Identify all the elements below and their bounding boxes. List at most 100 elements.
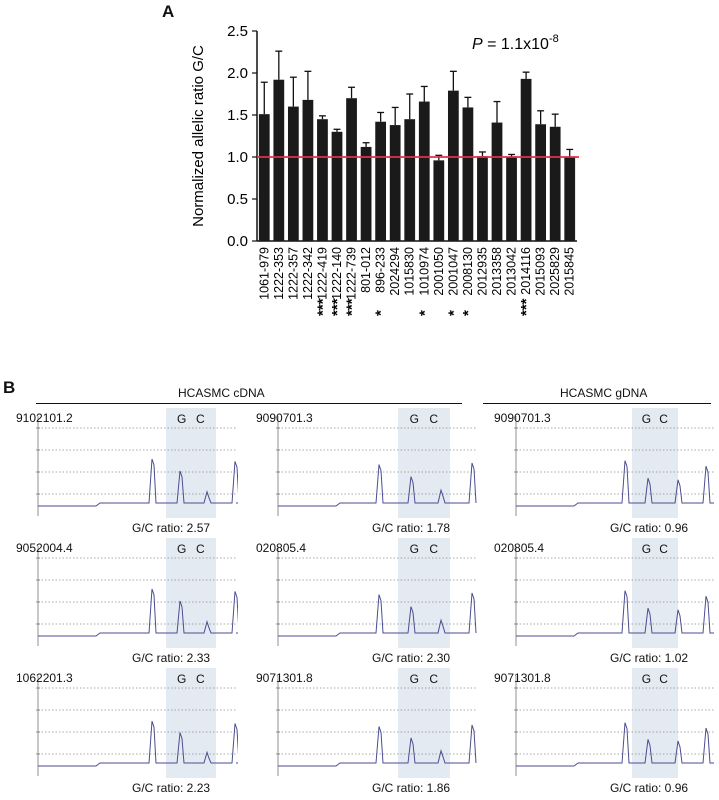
significance-marker: * bbox=[445, 310, 462, 316]
sample-id-label: 9052004.4 bbox=[16, 541, 73, 555]
chromatogram-panel: 9090701.3 G C G/C ratio: 1.78 bbox=[248, 408, 478, 535]
gc-ratio-label: G/C ratio: 2.33 bbox=[132, 651, 211, 665]
chromatogram-trace-plot bbox=[276, 676, 477, 776]
gc-ratio-label: G/C ratio: 1.02 bbox=[610, 651, 689, 665]
sample-id-label: 020805.4 bbox=[256, 541, 307, 555]
chromatogram-panel: 9052004.4 G C G/C ratio: 2.33 bbox=[8, 538, 238, 665]
category-label: 896-233 bbox=[374, 247, 388, 293]
snp-highlight-band bbox=[398, 408, 450, 518]
category-label: 1222-739 bbox=[345, 247, 359, 300]
chromatogram-trace-plot bbox=[514, 676, 714, 776]
bar bbox=[433, 160, 445, 241]
allele-g-label: G bbox=[177, 412, 187, 426]
group-title-gdna: HCASMC gDNA bbox=[560, 386, 648, 400]
category-label: 1222-353 bbox=[272, 247, 286, 300]
trace-line bbox=[278, 724, 477, 767]
category-label: 2015845 bbox=[563, 247, 577, 296]
allele-g-label: G bbox=[409, 412, 419, 426]
category-label: 1222-419 bbox=[315, 247, 329, 300]
sample-id-label: 020805.4 bbox=[494, 541, 545, 555]
snp-highlight-band bbox=[398, 538, 450, 648]
bar bbox=[491, 122, 503, 241]
allele-g-label: G bbox=[177, 542, 187, 556]
allele-g-label: G bbox=[409, 672, 419, 686]
category-label: 2014116 bbox=[519, 247, 533, 295]
category-label: 2024294 bbox=[388, 247, 402, 296]
chromatogram-panel: 9071301.8 G C G/C ratio: 1.86 bbox=[248, 668, 478, 795]
group-line-cdna bbox=[36, 403, 462, 404]
gc-ratio-label: G/C ratio: 2.30 bbox=[372, 651, 451, 665]
bar bbox=[462, 107, 474, 241]
chromatogram-trace-plot bbox=[276, 546, 477, 646]
bar bbox=[549, 126, 561, 241]
trace-line bbox=[38, 458, 238, 507]
bar bbox=[447, 90, 459, 241]
category-label: 2001050 bbox=[432, 247, 446, 296]
bar bbox=[287, 106, 299, 241]
bar bbox=[375, 121, 387, 241]
y-axis-label: Normalized allelic ratio G/C bbox=[190, 45, 207, 227]
chromatogram-panel: 9071301.8 G C G/C ratio: 0.96 bbox=[486, 668, 716, 795]
gc-ratio-label: G/C ratio: 1.78 bbox=[372, 521, 451, 535]
allele-c-label: C bbox=[429, 542, 439, 556]
snp-highlight-band bbox=[632, 668, 678, 778]
category-label: 2012935 bbox=[475, 247, 489, 296]
snp-highlight-band bbox=[166, 408, 216, 518]
trace-line bbox=[38, 588, 238, 637]
bar bbox=[389, 125, 401, 241]
bar bbox=[360, 146, 372, 241]
category-label: 1010974 bbox=[417, 247, 431, 296]
sample-id-label: 9090701.3 bbox=[494, 411, 551, 425]
group-line-gdna bbox=[483, 403, 711, 404]
significance-marker: *** bbox=[329, 298, 346, 316]
category-label: 1222-357 bbox=[286, 247, 300, 300]
significance-marker: *** bbox=[314, 298, 331, 316]
snp-highlight-band bbox=[398, 668, 450, 778]
group-title-cdna: HCASMC cDNA bbox=[178, 386, 265, 400]
panel-a-letter: A bbox=[162, 2, 175, 21]
chromatogram-trace-plot bbox=[514, 416, 714, 516]
bar bbox=[477, 156, 488, 241]
gc-ratio-label: G/C ratio: 2.57 bbox=[132, 521, 211, 535]
snp-highlight-band bbox=[166, 538, 216, 648]
chromatogram-panel: 1062201.3 G C G/C ratio: 2.23 bbox=[8, 668, 238, 795]
significance-marker: * bbox=[416, 310, 433, 316]
bar bbox=[506, 157, 517, 241]
allele-c-label: C bbox=[429, 672, 439, 686]
category-label: 1061-979 bbox=[257, 247, 271, 300]
trace-line bbox=[278, 592, 477, 637]
chromatogram-panel: 9102101.2 G C G/C ratio: 2.57 bbox=[8, 408, 238, 535]
allele-c-label: C bbox=[196, 412, 205, 426]
bar bbox=[520, 78, 532, 241]
trace-line bbox=[516, 460, 714, 507]
bar bbox=[564, 157, 576, 241]
category-label: 1015830 bbox=[403, 247, 417, 296]
sample-id-label: 9090701.3 bbox=[256, 411, 313, 425]
chromatogram-panel: 9090701.3 G C G/C ratio: 0.96 bbox=[486, 408, 716, 535]
chromatogram-panel: 020805.4 G C G/C ratio: 1.02 bbox=[486, 538, 716, 665]
bar-chart: 0.0 0.5 1.0 1.5 2.0 2.5 Normalized allelic rat… bbox=[190, 23, 579, 316]
allele-c-label: C bbox=[659, 542, 668, 556]
category-label: 2013358 bbox=[490, 247, 504, 296]
trace-line bbox=[278, 462, 477, 507]
y-tick-label: 1.5 bbox=[227, 107, 248, 124]
category-label: 1222-342 bbox=[301, 247, 315, 300]
chromatogram-trace-plot bbox=[276, 416, 477, 516]
bar bbox=[273, 79, 285, 241]
category-label: 2008130 bbox=[461, 247, 475, 296]
gc-ratio-label: G/C ratio: 2.23 bbox=[132, 781, 211, 795]
bar bbox=[331, 131, 343, 241]
y-tick-label: 0.5 bbox=[227, 191, 248, 208]
category-label: 801-012 bbox=[359, 247, 373, 293]
snp-highlight-band bbox=[166, 668, 216, 778]
bar bbox=[317, 119, 328, 241]
snp-highlight-band bbox=[632, 538, 678, 648]
allele-g-label: G bbox=[641, 672, 652, 686]
gc-ratio-label: G/C ratio: 0.96 bbox=[610, 781, 689, 795]
y-tick-label: 1.0 bbox=[227, 149, 248, 166]
significance-marker: * bbox=[460, 310, 477, 316]
bar bbox=[418, 101, 430, 241]
chromatogram-panel: 020805.4 G C G/C ratio: 2.30 bbox=[248, 538, 478, 665]
trace-line bbox=[38, 721, 238, 767]
allele-c-label: C bbox=[659, 672, 668, 686]
